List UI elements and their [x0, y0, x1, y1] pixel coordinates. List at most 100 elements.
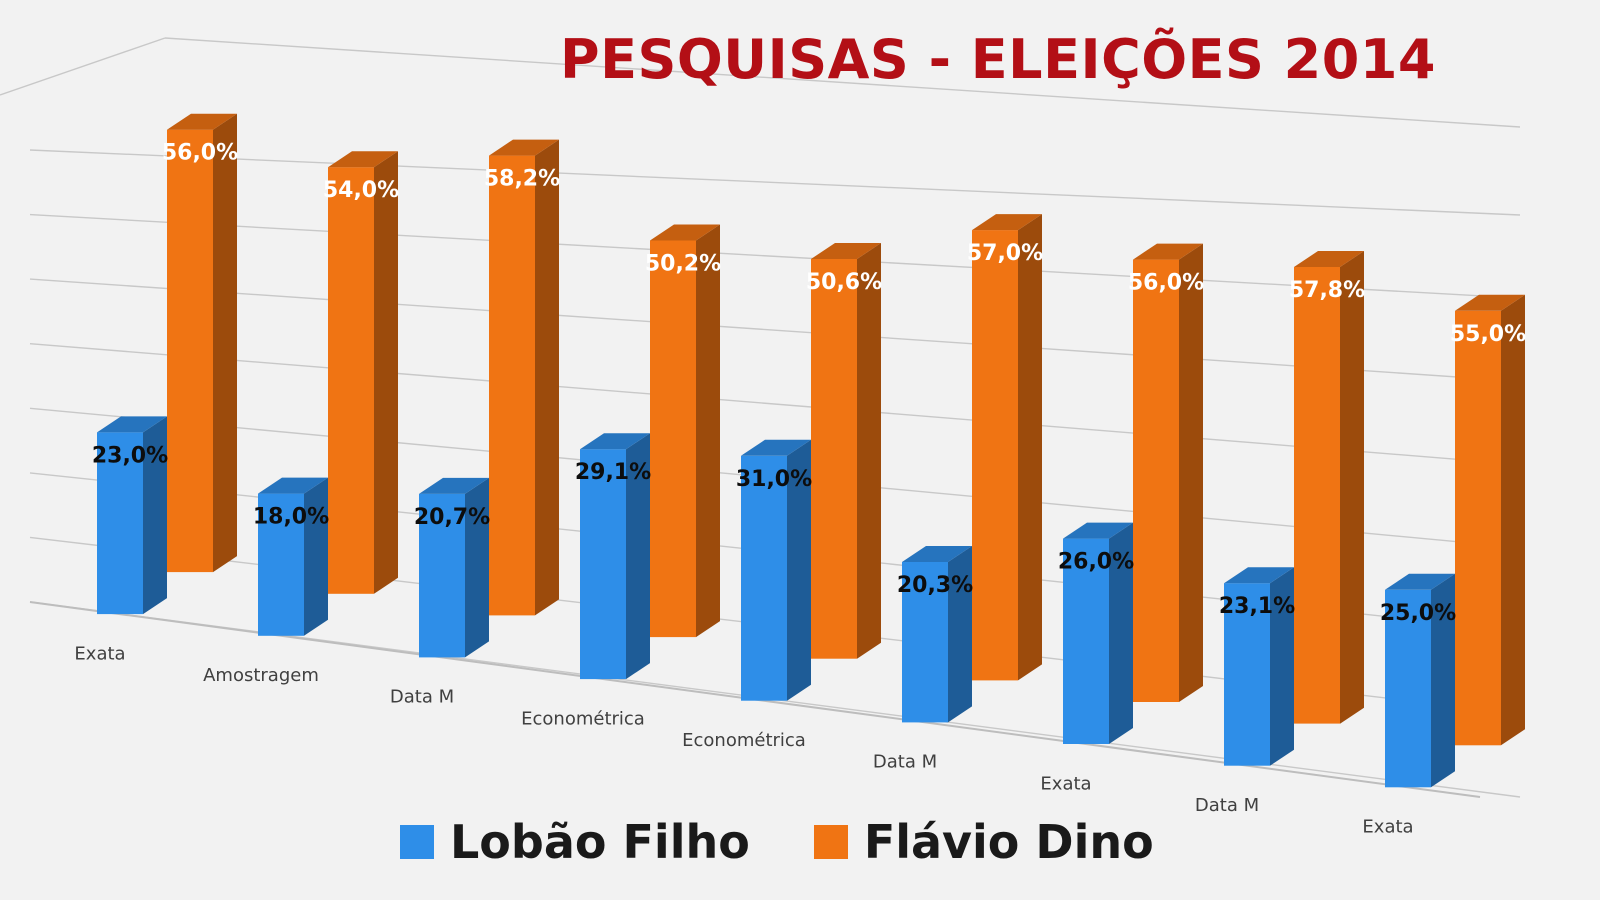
category-label-7: Data M — [1195, 795, 1259, 816]
bar-side — [1501, 294, 1525, 746]
bar-side — [1018, 214, 1042, 681]
bar-front — [167, 129, 213, 573]
data-label-lobao-1: 18,0% — [253, 505, 329, 530]
bar-flavio-8 — [1455, 294, 1525, 746]
bar-top — [1224, 567, 1294, 584]
data-label-lobao-2: 20,7% — [414, 505, 490, 530]
bar-top — [1133, 243, 1203, 260]
bar-top — [811, 243, 881, 259]
bar-front — [580, 449, 626, 680]
bar-side — [1431, 573, 1455, 788]
bar-top — [1385, 573, 1455, 590]
category-label-6: Exata — [1040, 773, 1091, 794]
category-labels: Exata Amostragem Data M Econométrica Economé… — [74, 643, 1413, 837]
bar-side — [143, 416, 167, 615]
bar-top — [741, 439, 811, 456]
bar-lobao-0 — [97, 416, 167, 615]
bar-side — [304, 477, 328, 636]
gridline — [29, 149, 1521, 216]
bar-lobao-1 — [258, 477, 328, 636]
bar-front — [1455, 310, 1501, 746]
bar-top — [97, 416, 167, 433]
bar-front — [902, 562, 948, 723]
bar-side — [626, 433, 650, 680]
bar-side — [1270, 567, 1294, 766]
data-label-lobao-3: 29,1% — [575, 460, 651, 485]
bar-flavio-4 — [811, 243, 881, 659]
bar-front — [258, 493, 304, 636]
bar-top — [328, 151, 398, 168]
bar-flavio-5 — [972, 214, 1042, 681]
bar-front — [419, 493, 465, 658]
data-label-flavio-5: 57,0% — [967, 241, 1043, 266]
bar-lobao-2 — [419, 477, 489, 658]
data-label-lobao-5: 20,3% — [897, 573, 973, 598]
gridline — [29, 343, 1521, 466]
category-label-3: Econométrica — [521, 708, 645, 729]
bar-side — [696, 224, 720, 638]
gridline — [29, 278, 1521, 382]
bar-top — [902, 546, 972, 562]
bar-top — [167, 113, 237, 130]
bar-top — [1294, 251, 1364, 267]
bar-lobao-5 — [902, 546, 972, 723]
bar-lobao-3 — [580, 433, 650, 680]
bar-top — [489, 139, 559, 156]
data-label-flavio-1: 54,0% — [323, 178, 399, 203]
data-label-flavio-4: 50,6% — [806, 270, 882, 295]
data-label-lobao-0: 23,0% — [92, 443, 168, 468]
bar-side — [948, 546, 972, 723]
bar-top — [650, 224, 720, 241]
bar-front — [811, 259, 857, 659]
data-label-flavio-3: 50,2% — [645, 252, 721, 277]
bar-side — [465, 477, 489, 658]
chart-title: PESQUISAS - ELEIÇÕES 2014 — [560, 28, 1436, 91]
bar-front — [972, 230, 1018, 681]
bar-front — [1063, 538, 1109, 744]
bar-top — [419, 477, 489, 494]
bar-side — [1340, 251, 1364, 724]
bar-lobao-7 — [1224, 567, 1294, 766]
gridline — [29, 213, 1521, 299]
data-label-lobao-8: 25,0% — [1380, 601, 1456, 626]
data-label-lobao-7: 23,1% — [1219, 594, 1295, 619]
bar-lobao-4 — [741, 439, 811, 701]
data-label-flavio-6: 56,0% — [1128, 271, 1204, 296]
legend-swatch-flavio — [813, 825, 848, 859]
bar-side — [374, 151, 398, 594]
legend-swatch-lobao — [400, 825, 434, 859]
legend-item-lobao: Lobão Filho — [400, 815, 750, 869]
bar-front — [1224, 583, 1270, 766]
data-label-flavio-7: 57,8% — [1289, 278, 1365, 303]
category-label-1: Amostragem — [203, 665, 319, 686]
legend-label-flavio: Flávio Dino — [863, 815, 1154, 869]
legend-item-flavio: Flávio Dino — [813, 815, 1154, 869]
bar-top — [1455, 294, 1525, 311]
bar-flavio-3 — [650, 224, 720, 638]
back-wall-edge — [164, 37, 1521, 128]
data-label-flavio-0: 56,0% — [162, 141, 238, 166]
bar-top — [972, 214, 1042, 231]
bar-flavio-6 — [1133, 243, 1203, 702]
bar-top — [580, 433, 650, 450]
data-labels: 56,0% 54,0% 58,2% 50,2% 50,6% 57,0% 56,0% 57,8%… — [92, 141, 1526, 626]
bar-lobao-6 — [1063, 522, 1133, 744]
bar-front — [97, 432, 143, 615]
bars — [97, 113, 1525, 788]
left-wall-edge — [0, 37, 166, 96]
bar-side — [1179, 243, 1203, 702]
bar-front — [741, 455, 787, 701]
legend-label-lobao: Lobão Filho — [450, 815, 750, 869]
bar-top — [258, 477, 328, 494]
bar-side — [1109, 522, 1133, 744]
bar-top — [1063, 522, 1133, 539]
data-label-lobao-6: 26,0% — [1058, 550, 1134, 575]
bar-front — [1133, 259, 1179, 702]
bar-side — [535, 139, 559, 616]
bar-flavio-0 — [167, 113, 237, 573]
bar-front — [1294, 267, 1340, 724]
bar-front — [489, 155, 535, 616]
bar-lobao-8 — [1385, 573, 1455, 788]
